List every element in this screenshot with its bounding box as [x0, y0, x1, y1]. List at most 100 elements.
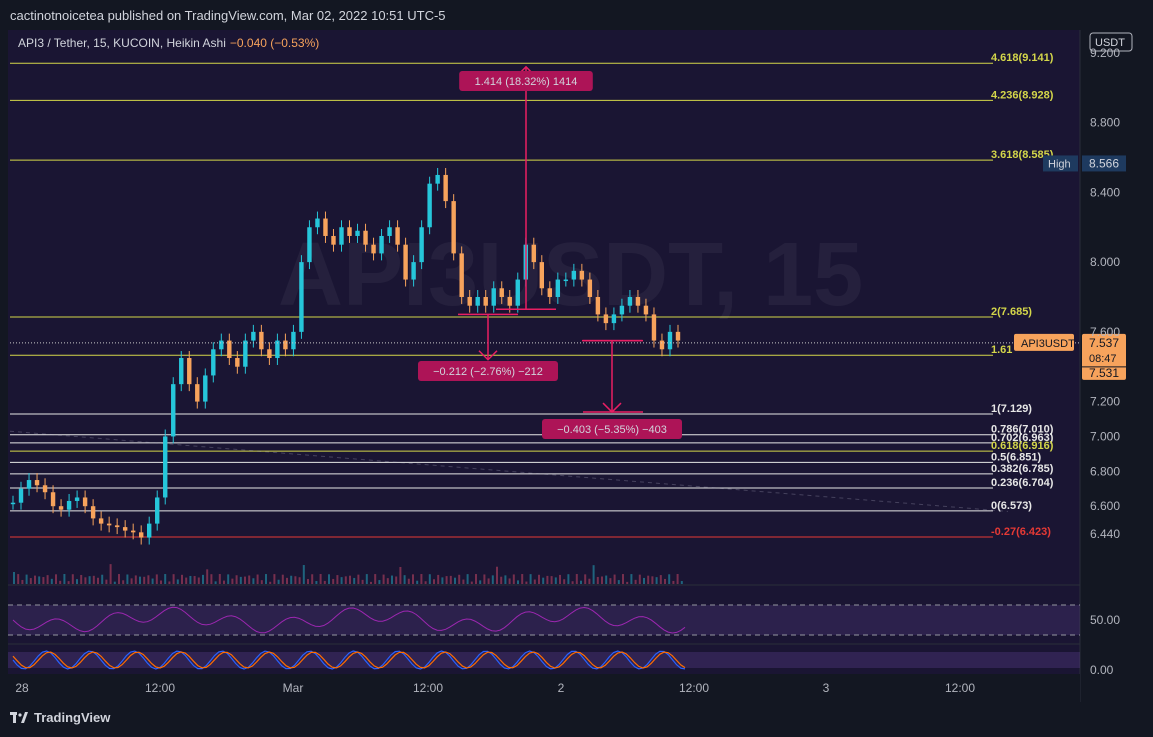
- volume-bar: [567, 574, 570, 584]
- footer: TradingView: [10, 710, 110, 725]
- candle-body: [483, 296, 488, 306]
- chart-frame[interactable]: API3USDT, 15 4.618(9.141) 4.236(8.928) 3.61…: [8, 30, 1144, 702]
- tradingview-logo-icon: [10, 711, 28, 723]
- volume-bar: [46, 575, 49, 584]
- candle-body: [571, 270, 577, 280]
- volume-bar: [147, 575, 150, 584]
- volume-bar: [118, 574, 120, 584]
- candle-body: [603, 314, 609, 324]
- volume-bar: [605, 575, 608, 584]
- candle-body: [443, 174, 448, 202]
- symbol-label-box: [1014, 333, 1074, 351]
- fib-level-label: 0.382(6.785): [991, 463, 1054, 475]
- volume-bar: [134, 575, 137, 584]
- candle-body: [419, 227, 424, 263]
- candle-body: [531, 244, 536, 263]
- volume-bar: [34, 575, 36, 584]
- candle-body: [203, 375, 208, 402]
- volume-bar: [59, 580, 62, 584]
- symbol-legend: API3 / Tether, 15, KUCOIN, Heikin Ashi −0…: [18, 36, 319, 50]
- volume-bar: [340, 577, 343, 584]
- fib-level-label: 0(6.573): [991, 500, 1032, 512]
- volume-bar: [155, 574, 158, 584]
- volume-bar: [332, 578, 335, 584]
- volume-bar: [71, 574, 74, 584]
- time-axis-panel: [8, 674, 1080, 702]
- fib-level-label: 1.61: [991, 344, 1012, 356]
- candle-body: [331, 235, 336, 245]
- candle-body: [66, 500, 72, 510]
- candle-body: [34, 480, 40, 486]
- volume-bar: [231, 578, 234, 584]
- volume-bar: [386, 578, 389, 584]
- prev-price-value: 7.531: [1089, 366, 1119, 380]
- volume-bar: [42, 577, 45, 584]
- volume-bar: [517, 580, 519, 584]
- candle-body: [114, 525, 120, 528]
- published-info: cactinotnoicetea published on TradingVie…: [10, 8, 446, 23]
- volume-bar: [596, 576, 599, 584]
- volume-bar: [428, 574, 431, 584]
- time-tick-label: 12:00: [145, 681, 175, 695]
- candle-body: [26, 480, 32, 489]
- price-tick-label: 6.800: [1090, 464, 1120, 478]
- candle-body: [147, 523, 152, 538]
- candle-body: [675, 331, 681, 341]
- volume-bar: [84, 577, 87, 584]
- candle-body: [106, 523, 112, 526]
- volume-bar: [382, 574, 385, 584]
- volume-bar: [626, 581, 629, 584]
- volume-bar: [542, 577, 545, 584]
- candle-body: [643, 305, 649, 315]
- price-tick-label: 7.600: [1090, 325, 1120, 339]
- candle-body: [459, 253, 464, 297]
- volume-bar: [638, 574, 641, 584]
- volume-bar: [181, 574, 183, 584]
- symbol-watermark: API3USDT, 15: [278, 225, 863, 325]
- candle-body: [595, 296, 601, 315]
- volume-bar: [281, 574, 284, 584]
- candle-body: [403, 244, 408, 280]
- volume-bar: [105, 579, 108, 584]
- volume-bar: [252, 578, 255, 584]
- stoch-k-line: [12, 650, 686, 670]
- volume-bar: [328, 574, 330, 584]
- volume-bar: [437, 574, 440, 584]
- volume-bar: [344, 576, 347, 584]
- candle-body: [499, 288, 504, 297]
- fib-level-label: 0.786(7.010): [991, 424, 1054, 436]
- volume-bar: [88, 576, 91, 584]
- price-change: −0.040 (−0.53%): [229, 36, 320, 50]
- volume-bar: [470, 581, 473, 584]
- volume-bar: [374, 574, 377, 584]
- candle-body: [515, 279, 520, 306]
- high-label: High: [1048, 158, 1071, 170]
- volume-bar: [13, 572, 15, 584]
- candle-body: [539, 262, 544, 289]
- candle-body: [82, 497, 88, 507]
- volume-bar: [454, 577, 456, 584]
- time-tick-label: Mar: [283, 681, 304, 695]
- candle-body: [371, 244, 376, 254]
- volume-bar: [395, 576, 398, 584]
- volume-bar: [323, 580, 326, 584]
- price-chart[interactable]: API3USDT, 15 4.618(9.141) 4.236(8.928) 3.61…: [8, 30, 1144, 702]
- candle-body: [475, 296, 480, 306]
- symbol-label: API3USDT: [1021, 338, 1075, 350]
- currency-label: USDT: [1095, 37, 1125, 49]
- volume-bar: [584, 574, 587, 584]
- volume-bar: [269, 581, 272, 584]
- price-tick-label: 7.000: [1090, 429, 1120, 443]
- volume-bar: [424, 581, 427, 584]
- volume-bar: [164, 574, 167, 584]
- volume-bar: [227, 574, 230, 584]
- candle-body: [291, 331, 296, 350]
- volume-bar: [412, 574, 414, 584]
- volume-bar: [622, 574, 624, 584]
- volume-bar: [559, 574, 561, 584]
- candle-body: [467, 296, 472, 306]
- volume-bar: [609, 578, 612, 584]
- volume-bar: [403, 575, 406, 584]
- fib-level-label: 3.618(8.585): [991, 149, 1054, 161]
- volume-bar: [491, 575, 494, 584]
